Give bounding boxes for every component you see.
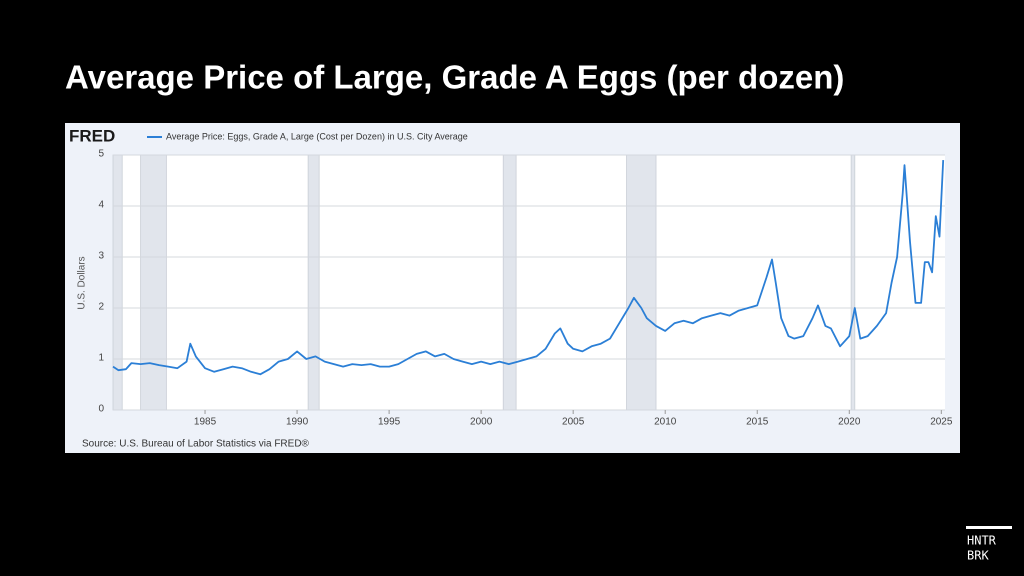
x-tick-label: 1995 [378, 417, 401, 428]
x-tick-label: 2020 [838, 417, 861, 428]
recession-band [626, 154, 657, 411]
x-tick-label: 2000 [470, 417, 493, 428]
watermark-bar [966, 526, 1012, 529]
recession-band [502, 154, 517, 411]
plot-area [113, 155, 945, 410]
y-tick-label: 3 [98, 251, 104, 262]
y-tick-label: 1 [98, 353, 104, 364]
y-tick-label: 2 [98, 302, 104, 313]
series-line [112, 160, 945, 376]
legend-label: Average Price: Eggs, Grade A, Large (Cos… [166, 131, 468, 141]
x-tick-label: 2015 [746, 417, 769, 428]
x-tick-label: 2005 [562, 417, 585, 428]
x-tick-label: 2010 [654, 417, 677, 428]
recession-band [112, 154, 123, 411]
x-tick-label: 1990 [286, 417, 309, 428]
fred-logo: FRED [69, 126, 115, 145]
recession-band [850, 154, 856, 411]
slide-title: Average Price of Large, Grade A Eggs (pe… [65, 59, 844, 96]
y-tick-label: 0 [98, 404, 104, 415]
recession-band [140, 154, 167, 411]
y-tick-label: 4 [98, 200, 104, 211]
y-tick-label: 5 [98, 149, 104, 160]
y-axis-label: U.S. Dollars [77, 256, 88, 309]
x-tick-label: 2025 [930, 417, 953, 428]
recession-band [307, 154, 320, 411]
watermark: HNTR [967, 534, 997, 548]
x-tick-label: 1985 [194, 417, 217, 428]
source-note: Source: U.S. Bureau of Labor Statistics … [82, 439, 310, 450]
watermark: BRK [967, 549, 989, 563]
